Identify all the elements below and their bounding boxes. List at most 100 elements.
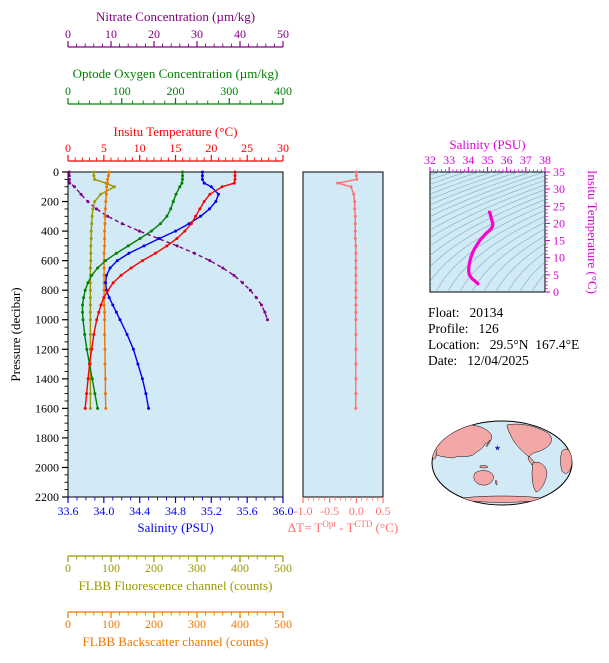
data-point (233, 170, 237, 174)
data-point (153, 251, 157, 255)
data-point (266, 318, 269, 322)
data-point (136, 362, 140, 366)
data-point (91, 207, 95, 211)
tick-label: 400 (274, 84, 292, 98)
ts-axes: 32 33 34 35 36 37 38 0 5 10 15 20 25 30 35 (424, 153, 565, 299)
data-point (194, 214, 198, 218)
data-point (144, 392, 148, 396)
data-point (353, 229, 357, 233)
landmass-japan (485, 439, 491, 447)
oxygen-axis-title: Optode Oxygen Concentration (µm/kg) (73, 66, 279, 81)
data-point (354, 266, 358, 270)
data-point (97, 310, 101, 314)
data-point (73, 185, 76, 189)
data-point (106, 288, 110, 292)
isopycnal-contour (507, 251, 545, 292)
tick-label: 1600 (35, 401, 59, 415)
fluorescence-axis: 0 100 200 300 400 500 (65, 555, 292, 575)
ts-plot-top-title: Salinity (PSU) (449, 137, 525, 152)
data-point (147, 406, 151, 410)
data-point (106, 174, 110, 178)
tick-label: 5 (553, 268, 559, 282)
info-date-label: Date: (428, 353, 457, 368)
isopycnal-contour (435, 209, 545, 292)
data-point (88, 296, 92, 300)
data-point (96, 406, 100, 410)
data-point (114, 310, 118, 314)
data-point (175, 237, 179, 240)
info-location-value: 29.5°N 167.4°E (490, 337, 580, 352)
data-point (85, 347, 89, 351)
tick-label: 1400 (35, 372, 59, 386)
data-point (93, 392, 97, 396)
isopycnal-contour (519, 261, 545, 292)
data-point (178, 185, 182, 189)
data-point (82, 296, 86, 300)
data-point (354, 288, 358, 292)
tick-label: 1000 (35, 313, 59, 327)
data-point (354, 377, 358, 381)
data-point (354, 259, 358, 263)
tick-label: 0 (65, 561, 71, 575)
tick-label: 0 (65, 27, 71, 41)
data-point (85, 392, 89, 396)
delta-title-sup1: Opt (322, 519, 336, 529)
data-point (354, 296, 358, 300)
data-point (354, 333, 358, 336)
data-point (88, 362, 91, 366)
info-date-value: 12/04/2025 (467, 353, 529, 368)
info-location-line: Location: 29.5°N 167.4°E (428, 337, 579, 352)
data-point (106, 177, 110, 181)
tick-label: 400 (231, 617, 249, 631)
data-point (89, 244, 93, 248)
tick-label: 30 (553, 182, 565, 196)
tick-label: 2000 (35, 460, 59, 474)
data-point (217, 192, 220, 196)
data-point (200, 174, 204, 178)
data-point (260, 303, 263, 307)
data-point (102, 288, 106, 292)
tick-label: 20 (205, 141, 217, 155)
ts-curve (467, 210, 495, 286)
data-point (187, 222, 191, 226)
data-point (352, 192, 356, 196)
tick-label: 1800 (35, 431, 59, 445)
tick-label: 38 (539, 153, 551, 167)
tick-label: 0 (65, 84, 71, 98)
landmass-australia (473, 470, 494, 486)
data-point (108, 266, 112, 270)
tick-label: 10 (105, 27, 117, 41)
data-point (127, 251, 131, 255)
data-point (208, 192, 212, 196)
data-point (158, 222, 162, 226)
tick-label: 200 (41, 195, 59, 209)
data-point (90, 273, 94, 277)
data-point (88, 303, 92, 307)
fluorescence-axis-title: FLBB Fluorescence channel (counts) (79, 578, 273, 593)
tick-label: 200 (145, 617, 163, 631)
isopycnal-contour (447, 215, 545, 292)
data-point (112, 185, 116, 189)
data-point (183, 229, 187, 233)
data-point (354, 174, 358, 178)
data-point (102, 273, 106, 277)
data-point (353, 207, 357, 211)
tick-label: 200 (145, 561, 163, 575)
data-point (263, 310, 267, 314)
data-point (104, 406, 108, 410)
data-point (99, 303, 103, 307)
tick-label: 35 (553, 165, 565, 179)
delta-plot-area (302, 171, 384, 498)
tick-label: 34 (462, 153, 474, 167)
data-point (92, 174, 96, 178)
tick-label: 500 (274, 561, 292, 575)
tick-label: 800 (41, 283, 59, 297)
data-point (354, 303, 358, 307)
isopycnal-contour (430, 175, 545, 224)
isopycnal-contour (471, 228, 545, 292)
data-point (83, 333, 87, 336)
data-point (131, 347, 135, 351)
data-point (165, 244, 169, 248)
isopycnal-contour (430, 184, 545, 239)
isopycnal-contour (430, 172, 532, 211)
